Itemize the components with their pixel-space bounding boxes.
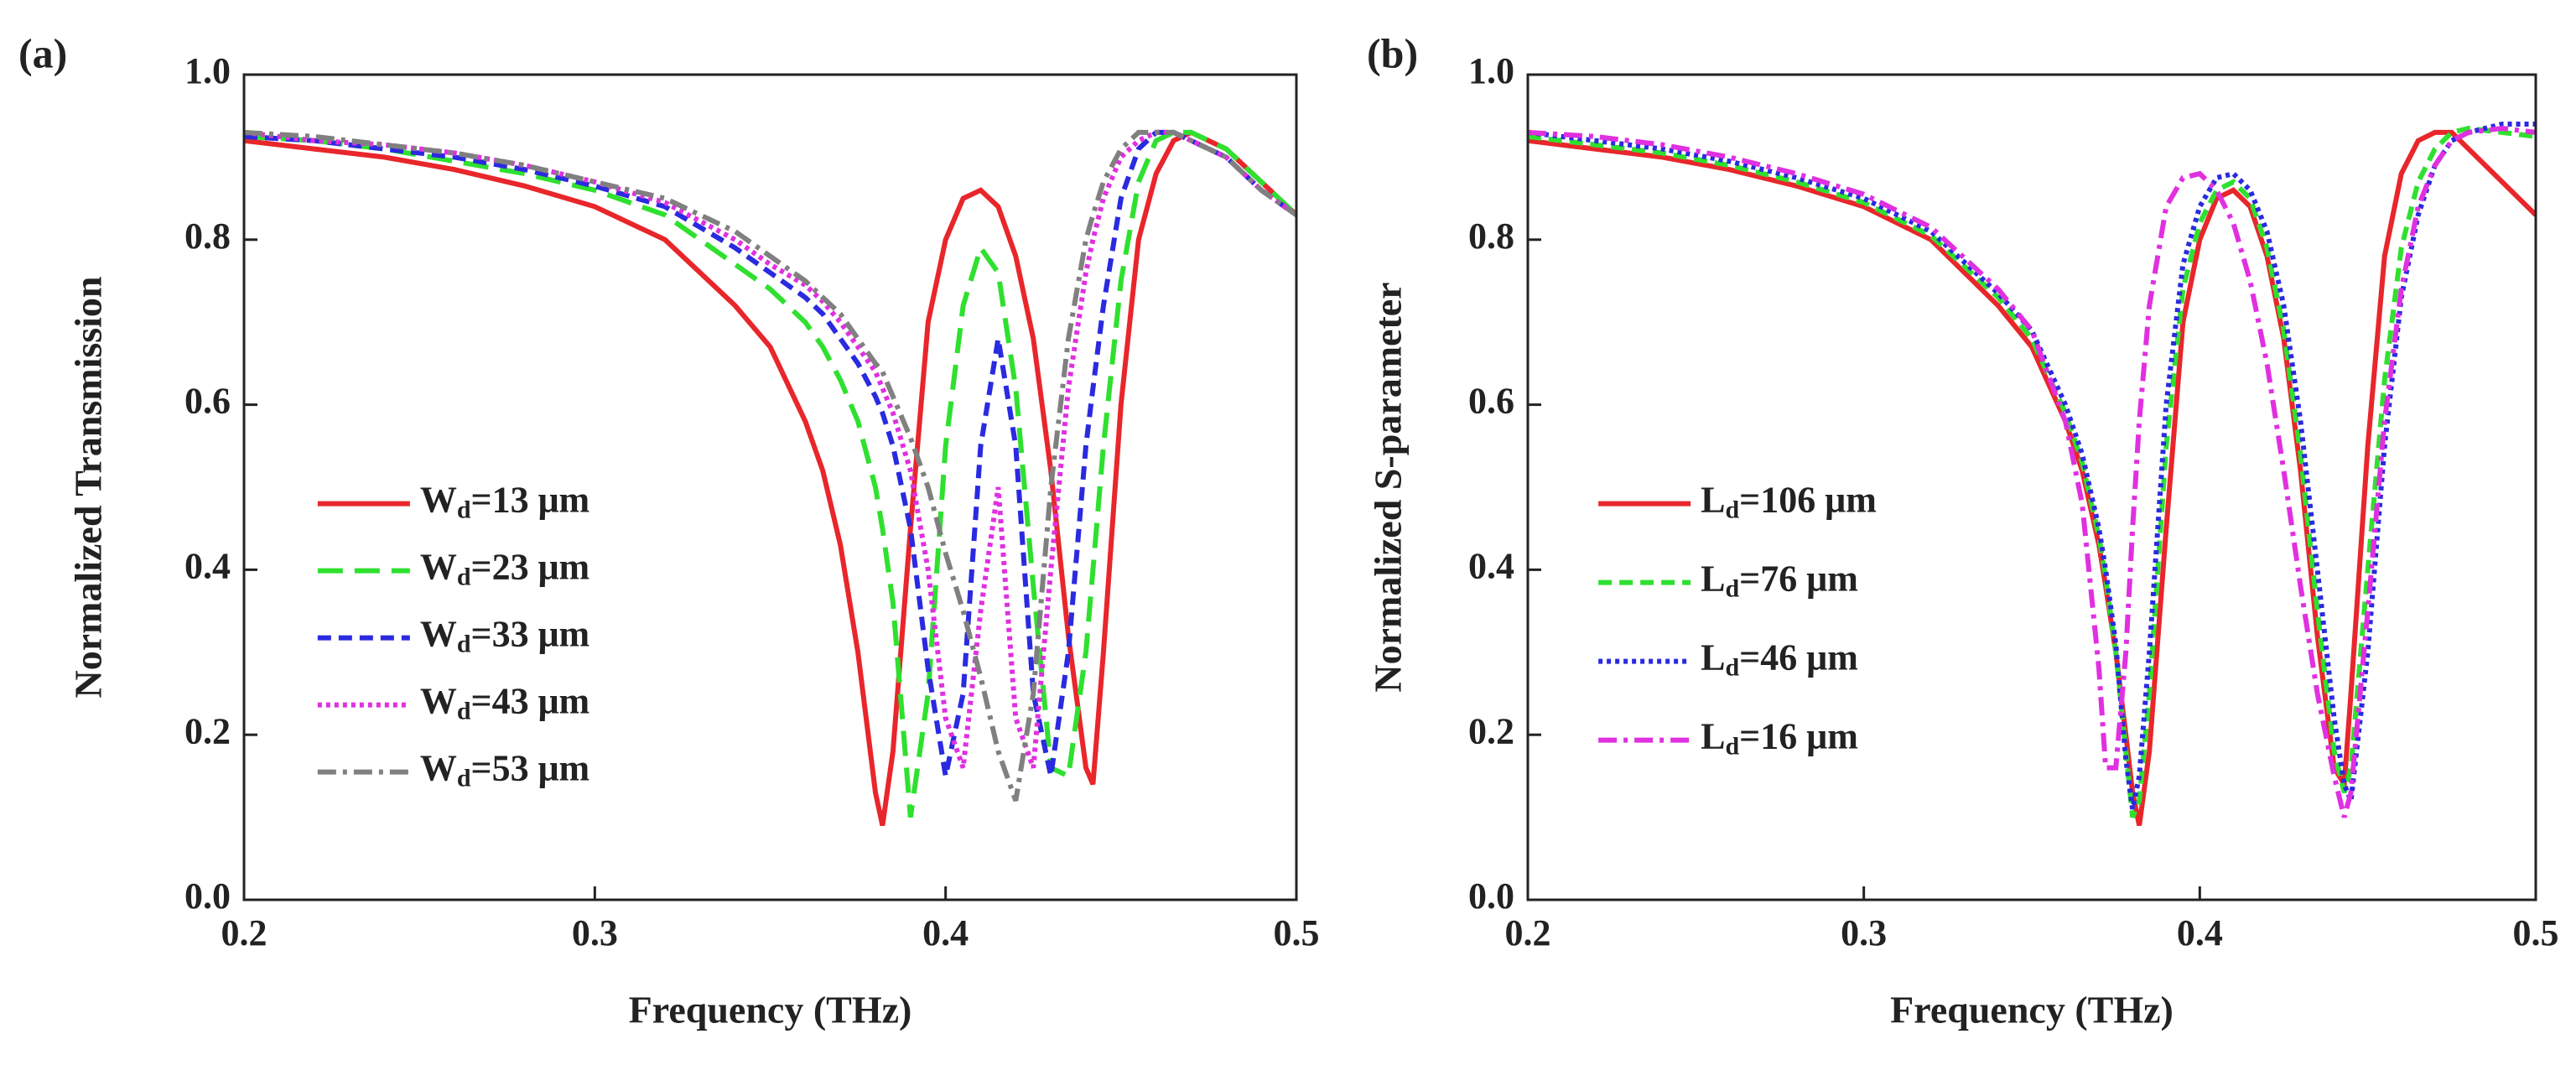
panel-label: (a) — [18, 29, 67, 76]
series-line — [244, 129, 1296, 802]
y-tick-label: 1.0 — [1468, 50, 1514, 91]
legend-label: Wd=53 μm — [420, 748, 589, 792]
plot-frame — [242, 73, 1298, 901]
y-axis-label: Normalized Transmission — [67, 276, 110, 698]
x-tick-label: 0.3 — [1841, 912, 1887, 953]
y-tick-label: 1.0 — [184, 50, 231, 91]
series-line — [1528, 125, 2536, 818]
y-tick-label: 0.4 — [1468, 545, 1514, 586]
x-axis-label: Frequency (THz) — [1890, 989, 2174, 1031]
y-tick-label: 0.4 — [184, 545, 231, 586]
x-tick-label: 0.4 — [2177, 912, 2223, 953]
y-tick-label: 0.0 — [1468, 875, 1514, 917]
y-axis-label: Normalized S-parameter — [1367, 282, 1410, 692]
legend-label: Ld=46 μm — [1701, 637, 1858, 682]
series-line — [1528, 122, 2536, 810]
y-tick-label: 0.2 — [1468, 710, 1514, 751]
x-tick-label: 0.3 — [572, 912, 618, 953]
y-tick-label: 0.6 — [1468, 381, 1514, 422]
legend-label: Ld=76 μm — [1701, 558, 1858, 603]
series-line — [244, 129, 1296, 827]
legend-label: Wd=33 μm — [420, 614, 589, 658]
y-tick-label: 0.6 — [184, 381, 231, 422]
x-tick-label: 0.5 — [1274, 912, 1320, 953]
series-line — [1528, 129, 2536, 826]
y-tick-label: 0.2 — [184, 710, 231, 751]
y-tick-label: 0.0 — [184, 875, 231, 917]
series-line — [244, 129, 1296, 769]
legend-label: Wd=23 μm — [420, 547, 589, 591]
series-line — [244, 129, 1296, 818]
y-tick-label: 0.8 — [184, 216, 231, 257]
plot-frame — [1526, 73, 2537, 901]
x-axis-label: Frequency (THz) — [629, 989, 912, 1031]
legend-label: Ld=106 μm — [1701, 480, 1877, 524]
x-tick-label: 0.2 — [221, 912, 267, 953]
x-tick-label: 0.4 — [922, 912, 969, 953]
legend-label: Ld=16 μm — [1701, 716, 1858, 761]
y-tick-label: 0.8 — [1468, 216, 1514, 257]
x-tick-label: 0.5 — [2513, 912, 2559, 953]
series-line — [1528, 125, 2536, 818]
panel-label: (b) — [1367, 29, 1418, 76]
legend-label: Wd=43 μm — [420, 681, 589, 725]
series-line — [244, 129, 1296, 777]
x-tick-label: 0.2 — [1505, 912, 1551, 953]
legend-label: Wd=13 μm — [420, 480, 589, 524]
